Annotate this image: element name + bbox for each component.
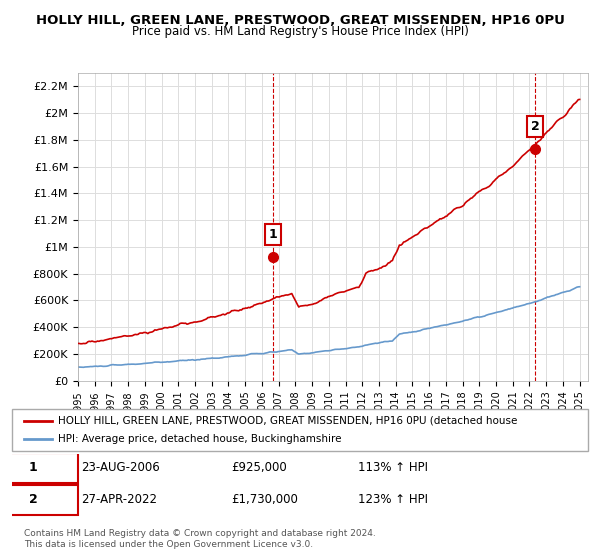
FancyBboxPatch shape [0,485,78,515]
Text: 113% ↑ HPI: 113% ↑ HPI [358,461,428,474]
Text: 23-AUG-2006: 23-AUG-2006 [81,461,160,474]
Text: HOLLY HILL, GREEN LANE, PRESTWOOD, GREAT MISSENDEN, HP16 0PU: HOLLY HILL, GREEN LANE, PRESTWOOD, GREAT… [35,14,565,27]
Text: £925,000: £925,000 [231,461,287,474]
Text: 2: 2 [29,493,38,506]
Text: 1: 1 [29,461,38,474]
Text: 1: 1 [268,228,277,241]
Text: Contains HM Land Registry data © Crown copyright and database right 2024.
This d: Contains HM Land Registry data © Crown c… [24,529,376,549]
Text: 2: 2 [530,120,539,133]
FancyBboxPatch shape [12,409,588,451]
Text: Price paid vs. HM Land Registry's House Price Index (HPI): Price paid vs. HM Land Registry's House … [131,25,469,38]
FancyBboxPatch shape [0,453,78,483]
Text: 27-APR-2022: 27-APR-2022 [81,493,157,506]
Text: £1,730,000: £1,730,000 [231,493,298,506]
Text: HOLLY HILL, GREEN LANE, PRESTWOOD, GREAT MISSENDEN, HP16 0PU (detached house: HOLLY HILL, GREEN LANE, PRESTWOOD, GREAT… [58,416,517,426]
Text: HPI: Average price, detached house, Buckinghamshire: HPI: Average price, detached house, Buck… [58,434,341,444]
Text: 123% ↑ HPI: 123% ↑ HPI [358,493,428,506]
